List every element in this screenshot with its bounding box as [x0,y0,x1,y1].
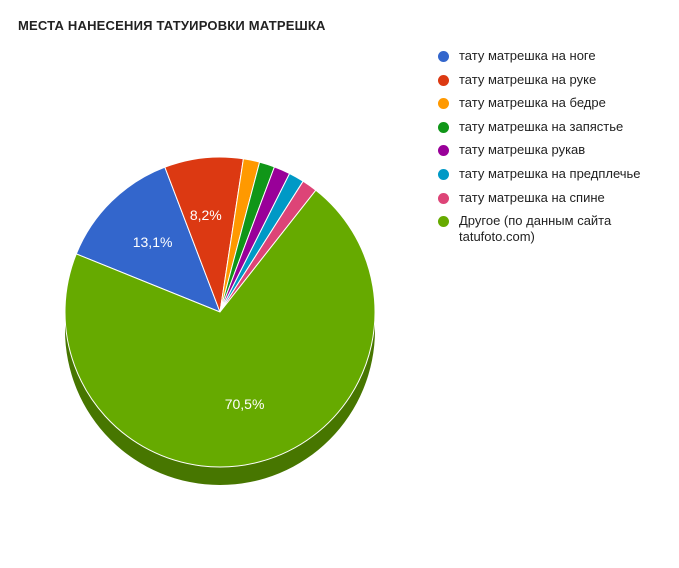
legend-item[interactable]: тату матрешка на ноге [438,48,658,64]
legend-label: тату матрешка на бедре [459,95,606,111]
legend-item[interactable]: Другое (по данным сайта tatufoto.com) [438,213,658,244]
legend-label: тату матрешка рукав [459,142,585,158]
legend-swatch [438,169,449,180]
legend-label: тату матрешка на запястье [459,119,623,135]
legend-label: тату матрешка на руке [459,72,596,88]
slice-percent-label: 13,1% [133,234,173,250]
legend-swatch [438,145,449,156]
legend-item[interactable]: тату матрешка на спине [438,190,658,206]
legend-swatch [438,51,449,62]
legend-swatch [438,216,449,227]
slice-percent-label: 8,2% [190,207,222,223]
legend-swatch [438,193,449,204]
legend-item[interactable]: тату матрешка на предплечье [438,166,658,182]
chart-title: МЕСТА НАНЕСЕНИЯ ТАТУИРОВКИ МАТРЕШКА [0,0,679,33]
legend-swatch [438,75,449,86]
pie-chart: 13,1% 8,2% 70,5% [30,130,410,510]
legend-item[interactable]: тату матрешка на запястье [438,119,658,135]
slice-percent-label: 70,5% [225,396,265,412]
legend-label: тату матрешка на ноге [459,48,596,64]
legend-label: тату матрешка на спине [459,190,605,206]
legend: тату матрешка на ноге тату матрешка на ру… [438,48,658,252]
legend-item[interactable]: тату матрешка на руке [438,72,658,88]
legend-item[interactable]: тату матрешка на бедре [438,95,658,111]
legend-label: Другое (по данным сайта tatufoto.com) [459,213,658,244]
legend-swatch [438,122,449,133]
legend-swatch [438,98,449,109]
legend-label: тату матрешка на предплечье [459,166,641,182]
legend-item[interactable]: тату матрешка рукав [438,142,658,158]
